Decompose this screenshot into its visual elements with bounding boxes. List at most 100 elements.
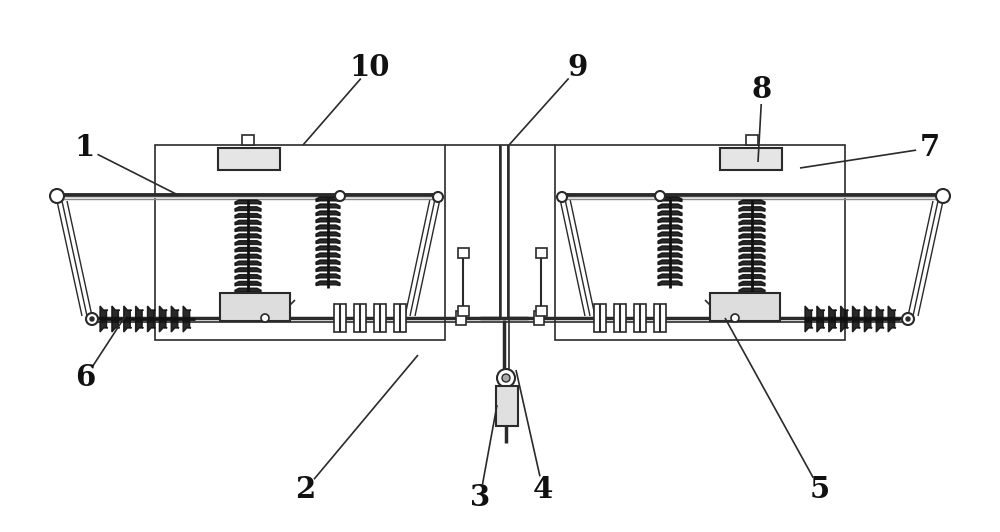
Circle shape [936, 189, 950, 203]
Text: 5: 5 [810, 476, 830, 504]
Polygon shape [235, 207, 261, 211]
Polygon shape [658, 246, 682, 251]
Text: 1: 1 [75, 134, 95, 162]
Polygon shape [739, 213, 765, 218]
Bar [374, 304, 386, 332]
Polygon shape [739, 207, 765, 211]
Text: 10: 10 [350, 54, 390, 82]
Bar [458, 306, 469, 316]
Polygon shape [316, 204, 340, 209]
Polygon shape [316, 211, 340, 215]
Bar [334, 304, 346, 332]
Polygon shape [124, 306, 131, 332]
Bar [220, 293, 290, 321]
Polygon shape [316, 225, 340, 229]
Polygon shape [658, 260, 682, 264]
Polygon shape [658, 204, 682, 209]
Polygon shape [316, 281, 340, 286]
Text: 2: 2 [295, 476, 315, 504]
Text: 9: 9 [568, 54, 588, 82]
Bar [536, 306, 547, 316]
Polygon shape [316, 246, 340, 251]
Circle shape [433, 192, 443, 202]
Polygon shape [235, 247, 261, 252]
Polygon shape [148, 306, 155, 332]
Polygon shape [100, 306, 108, 332]
Polygon shape [316, 267, 340, 271]
Polygon shape [112, 306, 120, 332]
Polygon shape [658, 274, 682, 279]
Bar [242, 135, 254, 145]
Text: 7: 7 [920, 134, 940, 162]
Circle shape [261, 314, 269, 322]
Polygon shape [864, 306, 872, 332]
Polygon shape [316, 197, 340, 202]
Circle shape [50, 189, 64, 203]
Bar [155, 145, 445, 340]
Circle shape [90, 317, 94, 321]
Polygon shape [739, 240, 765, 245]
Polygon shape [876, 306, 884, 332]
Bar [354, 304, 366, 332]
Polygon shape [658, 197, 682, 202]
Polygon shape [658, 232, 682, 237]
Polygon shape [739, 247, 765, 252]
Bar [710, 293, 780, 321]
Circle shape [335, 191, 345, 201]
Circle shape [502, 374, 510, 382]
Polygon shape [841, 306, 848, 332]
Polygon shape [235, 254, 261, 259]
Polygon shape [739, 281, 765, 286]
Polygon shape [316, 218, 340, 222]
Polygon shape [852, 306, 860, 332]
Bar [218, 148, 280, 170]
Bar [614, 304, 626, 332]
Bar [634, 304, 646, 332]
Polygon shape [316, 232, 340, 237]
Polygon shape [739, 200, 765, 204]
Circle shape [557, 192, 567, 202]
Bar [555, 145, 845, 340]
Polygon shape [235, 213, 261, 218]
Polygon shape [316, 274, 340, 279]
Polygon shape [235, 288, 261, 293]
Polygon shape [658, 281, 682, 286]
Polygon shape [235, 227, 261, 231]
Polygon shape [235, 240, 261, 245]
Polygon shape [888, 306, 896, 332]
Bar [720, 148, 782, 170]
Polygon shape [739, 254, 765, 259]
Polygon shape [235, 281, 261, 286]
Bar [654, 304, 666, 332]
Polygon shape [739, 261, 765, 265]
Polygon shape [658, 211, 682, 215]
Polygon shape [316, 239, 340, 244]
Text: 8: 8 [752, 76, 772, 104]
Polygon shape [159, 306, 167, 332]
Polygon shape [235, 200, 261, 204]
Bar [496, 386, 518, 426]
Polygon shape [739, 234, 765, 238]
Circle shape [655, 191, 665, 201]
Polygon shape [171, 306, 179, 332]
Polygon shape [316, 260, 340, 264]
Bar [594, 304, 606, 332]
Circle shape [906, 317, 910, 321]
Polygon shape [235, 275, 261, 279]
Polygon shape [658, 267, 682, 271]
Polygon shape [739, 220, 765, 225]
Polygon shape [136, 306, 143, 332]
Circle shape [902, 313, 914, 325]
Bar [534, 311, 544, 325]
Polygon shape [658, 218, 682, 222]
Polygon shape [235, 261, 261, 265]
Polygon shape [739, 275, 765, 279]
Polygon shape [739, 227, 765, 231]
Text: 4: 4 [533, 476, 553, 504]
Polygon shape [829, 306, 836, 332]
Polygon shape [235, 268, 261, 272]
Text: 3: 3 [470, 484, 490, 512]
Bar [456, 311, 466, 325]
Polygon shape [235, 220, 261, 225]
Bar [458, 248, 469, 258]
